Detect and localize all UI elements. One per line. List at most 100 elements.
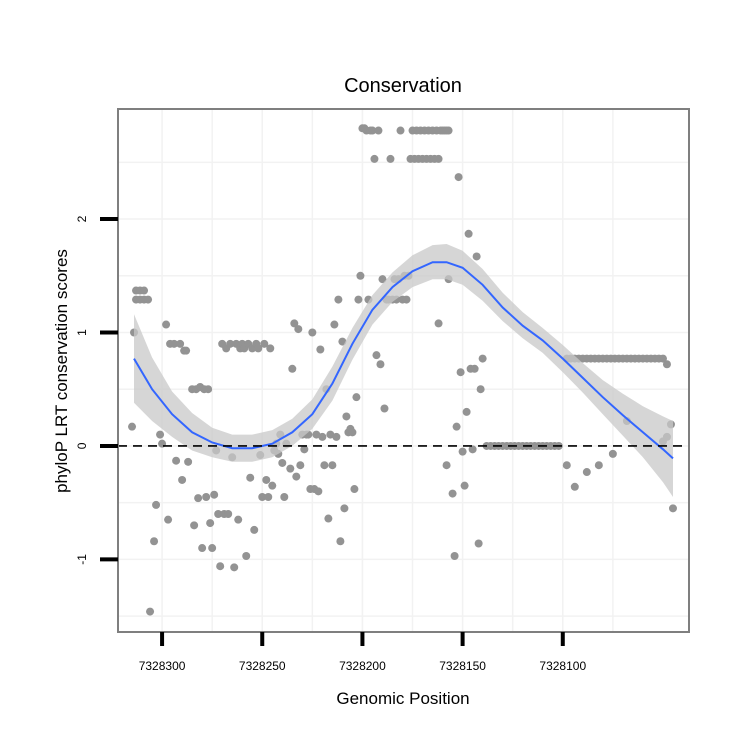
panel-border (117, 108, 690, 633)
data-point (140, 286, 149, 295)
data-point (208, 544, 217, 553)
data-point (476, 385, 485, 394)
data-point (156, 430, 165, 439)
data-point (336, 537, 345, 546)
data-point (164, 515, 173, 524)
data-point (216, 562, 225, 571)
data-point (204, 385, 213, 394)
x-axis: 7328300 7328250 7328200 7328150 7328100 (139, 632, 586, 673)
data-point (658, 354, 667, 363)
data-point (128, 422, 137, 431)
data-point (668, 504, 677, 513)
y-axis: -1 0 1 2 (75, 215, 118, 565)
data-point (442, 461, 451, 470)
data-point (662, 360, 671, 369)
data-point (352, 393, 361, 402)
data-point (292, 472, 301, 481)
y-tick-label: 0 (75, 442, 89, 449)
data-point (210, 490, 219, 499)
data-point (456, 368, 465, 377)
data-point (176, 339, 185, 348)
data-point (386, 154, 395, 163)
data-point (450, 551, 459, 560)
data-point (178, 475, 187, 484)
data-point (162, 320, 171, 329)
data-point (266, 344, 275, 353)
data-point (226, 339, 235, 348)
data-point (370, 154, 379, 163)
data-point (462, 407, 471, 416)
data-point (330, 320, 339, 329)
data-point (350, 485, 359, 494)
data-point (376, 360, 385, 369)
data-point (454, 173, 463, 182)
data-point (234, 515, 243, 524)
data-point (198, 544, 207, 553)
data-point (246, 473, 255, 482)
chart-title: Conservation (344, 75, 462, 97)
data-point (280, 492, 289, 501)
data-point (290, 319, 299, 328)
data-point (470, 364, 479, 373)
data-point (254, 344, 263, 353)
x-tick-label: 7328150 (439, 659, 486, 673)
data-point (374, 126, 383, 135)
x-tick-label: 7328300 (139, 659, 186, 673)
data-point (316, 345, 325, 354)
data-point (264, 492, 273, 501)
data-point (202, 492, 211, 501)
y-tick-label: 2 (75, 215, 89, 222)
data-point (262, 475, 271, 484)
data-point (434, 154, 443, 163)
data-point (194, 494, 203, 503)
data-point (152, 500, 161, 509)
data-point (474, 539, 483, 548)
data-point (214, 510, 223, 519)
data-point (378, 275, 387, 284)
data-point (288, 364, 297, 373)
data-point (300, 445, 309, 454)
data-point (340, 504, 349, 513)
data-point (182, 346, 191, 355)
data-point (184, 457, 193, 466)
data-point (452, 422, 461, 431)
data-point (312, 430, 321, 439)
data-point (342, 412, 351, 421)
x-axis-label: Genomic Position (336, 689, 469, 708)
data-point (206, 519, 215, 528)
data-point (324, 514, 333, 523)
data-point (314, 487, 323, 496)
data-point (318, 432, 327, 441)
data-point (478, 354, 487, 363)
data-point (326, 430, 335, 439)
data-point (368, 126, 377, 135)
data-point (402, 295, 411, 304)
data-point (144, 295, 153, 304)
x-tick-label: 7328250 (239, 659, 286, 673)
data-point (460, 481, 469, 490)
data-point (286, 464, 295, 473)
data-point (224, 510, 233, 519)
data-point (328, 461, 337, 470)
data-point (268, 481, 277, 490)
data-point (190, 521, 199, 530)
data-point (258, 492, 267, 501)
data-point (242, 551, 251, 560)
data-point (146, 607, 155, 616)
data-point (448, 489, 457, 498)
x-tick-label: 7328200 (339, 659, 386, 673)
y-axis-label: phyloP LRT conservation scores (52, 249, 71, 493)
y-tick-label: -1 (75, 554, 89, 565)
data-point (230, 563, 239, 572)
data-point (260, 339, 269, 348)
data-point (464, 229, 473, 238)
data-point (278, 458, 287, 467)
data-point (562, 461, 571, 470)
data-point (434, 319, 443, 328)
data-point (472, 252, 481, 261)
data-point (332, 432, 341, 441)
data-point (582, 468, 591, 477)
x-tick-label: 7328100 (539, 659, 586, 673)
data-point (372, 351, 381, 360)
